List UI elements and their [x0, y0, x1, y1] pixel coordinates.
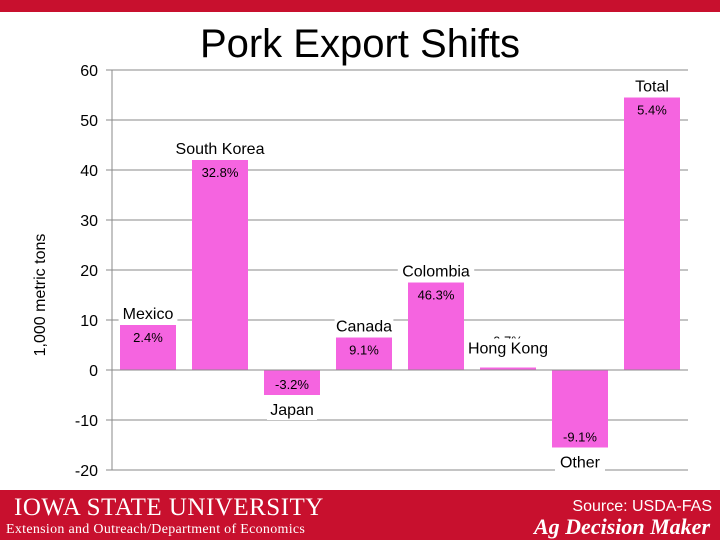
bar	[264, 370, 320, 395]
category-label-bg	[397, 261, 475, 282]
category-label-bg	[627, 76, 677, 97]
bar-layer	[120, 97, 680, 448]
source-note: Source: USDA-FAS	[572, 498, 712, 515]
bar	[408, 282, 464, 370]
category-label-bg	[465, 338, 551, 359]
category-label-bg	[334, 316, 394, 337]
data-label: 9.1%	[349, 343, 379, 358]
top-accent-bar	[0, 0, 720, 12]
axis-layer: 60 50 40 30 20 10 0 -10 -20 1,000 metric tons	[32, 63, 113, 480]
data-label: -9.1%	[563, 430, 597, 445]
category-label: Other	[560, 455, 601, 472]
y-tick-label: 10	[80, 313, 98, 330]
bar	[192, 160, 248, 370]
y-tick-label: 0	[89, 363, 98, 380]
category-label: Mexico	[123, 306, 174, 323]
data-label: 5.4%	[637, 103, 667, 118]
category-label-bg	[118, 304, 178, 324]
data-label: 46.3%	[418, 288, 455, 303]
bar	[624, 97, 680, 370]
category-label-bg	[168, 139, 272, 159]
data-label: 2.4%	[133, 330, 163, 345]
category-label: Colombia	[402, 264, 470, 281]
y-tick-label: 50	[80, 113, 98, 130]
category-label: Hong Kong	[468, 341, 548, 358]
footer-bar: IOWA STATE UNIVERSITY Extension and Outr…	[0, 490, 720, 540]
bar	[120, 325, 176, 370]
y-tick-label: -10	[75, 413, 98, 430]
data-label: -3.2%	[275, 377, 309, 392]
bar	[552, 370, 608, 448]
label-layer: 2.4% Mexico 32.8% South Korea -3.2% Japan 9.1%…	[112, 76, 688, 473]
bar-chart: 60 50 40 30 20 10 0 -10 -20 1,000 metric tons 2.4…	[32, 63, 688, 480]
y-axis-title: 1,000 metric tons	[32, 234, 49, 357]
category-label: South Korea	[176, 141, 265, 158]
category-label-bg	[555, 452, 605, 473]
y-tick-label: 30	[80, 213, 98, 230]
y-tick-label: 20	[80, 263, 98, 280]
brand-name: Ag Decision Maker	[534, 514, 710, 539]
category-label: Total	[635, 79, 669, 96]
category-label: Canada	[336, 319, 392, 336]
y-tick-label: 40	[80, 163, 98, 180]
bar	[480, 367, 536, 370]
university-wordmark: IOWA STATE UNIVERSITY	[14, 494, 324, 521]
y-tick-label: 60	[80, 63, 98, 80]
category-label: Japan	[270, 402, 314, 419]
department-name: Extension and Outreach/Department of Eco…	[6, 522, 306, 537]
category-label-bg	[267, 400, 317, 420]
bar	[336, 337, 392, 370]
data-label: 32.8%	[202, 165, 239, 180]
y-tick-label: -20	[75, 463, 98, 480]
chart-title: Pork Export Shifts	[199, 22, 521, 66]
